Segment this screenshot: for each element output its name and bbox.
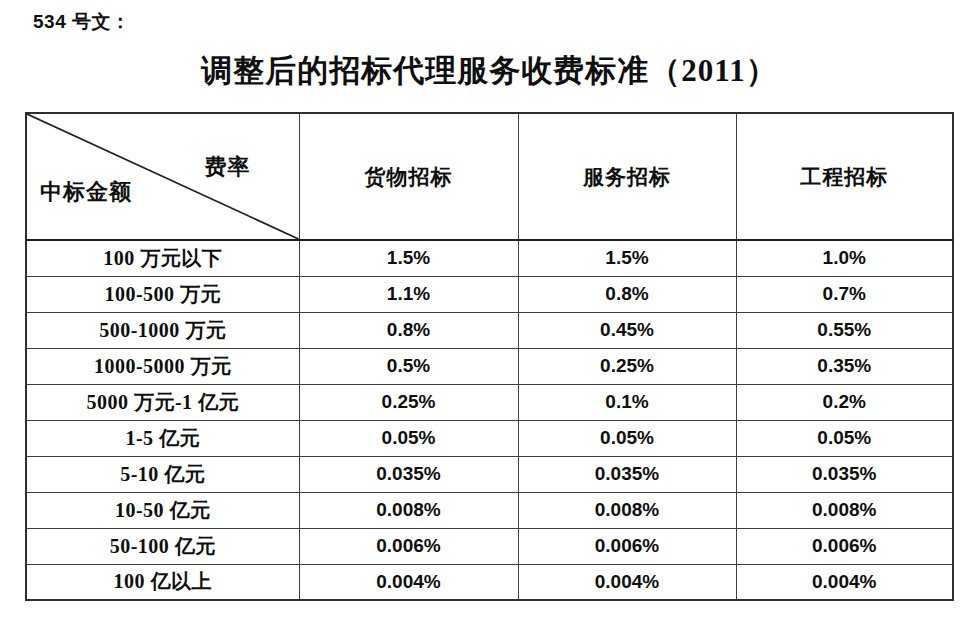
fee-service: 0.25% (518, 348, 736, 384)
amount-range-label: 1-5 亿元 (26, 420, 299, 456)
table-row: 500-1000 万元 0.8% 0.45% 0.55% (26, 312, 953, 348)
fee-works: 0.006% (736, 528, 953, 564)
table-row: 5-10 亿元 0.035% 0.035% 0.035% (26, 456, 953, 492)
column-header-goods: 货物招标 (299, 113, 518, 240)
fee-works: 0.55% (736, 312, 953, 348)
amount-range-label: 50-100 亿元 (26, 528, 299, 564)
fee-goods: 0.8% (299, 312, 518, 348)
fee-goods: 1.5% (299, 240, 518, 276)
document-page: { "doc_number": "534 号文：", "title": "调整后… (0, 0, 979, 629)
corner-label-amount: 中标金额 (40, 177, 132, 207)
amount-range-label: 100-500 万元 (26, 276, 299, 312)
table-row: 10-50 亿元 0.008% 0.008% 0.008% (26, 492, 953, 528)
fee-service: 0.008% (518, 492, 736, 528)
fee-goods: 0.05% (299, 420, 518, 456)
fee-service: 0.004% (518, 564, 736, 600)
table-row: 100-500 万元 1.1% 0.8% 0.7% (26, 276, 953, 312)
page-title: 调整后的招标代理服务收费标准（2011） (0, 50, 979, 92)
fee-service: 0.8% (518, 276, 736, 312)
amount-range-label: 10-50 亿元 (26, 492, 299, 528)
fee-goods: 0.035% (299, 456, 518, 492)
fee-service: 1.5% (518, 240, 736, 276)
amount-range-label: 5000 万元-1 亿元 (26, 384, 299, 420)
table-row: 5000 万元-1 亿元 0.25% 0.1% 0.2% (26, 384, 953, 420)
fee-works: 0.7% (736, 276, 953, 312)
table-row: 50-100 亿元 0.006% 0.006% 0.006% (26, 528, 953, 564)
table-row: 1000-5000 万元 0.5% 0.25% 0.35% (26, 348, 953, 384)
amount-range-label: 100 万元以下 (26, 240, 299, 276)
column-header-service: 服务招标 (518, 113, 736, 240)
fee-goods: 1.1% (299, 276, 518, 312)
fee-goods: 0.004% (299, 564, 518, 600)
fee-service: 0.45% (518, 312, 736, 348)
fee-service: 0.05% (518, 420, 736, 456)
fee-goods: 0.008% (299, 492, 518, 528)
fee-works: 0.008% (736, 492, 953, 528)
header-row: 费率 中标金额 货物招标 服务招标 工程招标 (26, 113, 953, 240)
fee-goods: 0.5% (299, 348, 518, 384)
diagonal-header-cell: 费率 中标金额 (26, 113, 299, 240)
fee-works: 0.05% (736, 420, 953, 456)
fee-rate-table: 费率 中标金额 货物招标 服务招标 工程招标 100 万元以下 1.5% 1.5… (25, 112, 954, 601)
table-row: 1-5 亿元 0.05% 0.05% 0.05% (26, 420, 953, 456)
amount-range-label: 100 亿以上 (26, 564, 299, 600)
fee-service: 0.006% (518, 528, 736, 564)
amount-range-label: 1000-5000 万元 (26, 348, 299, 384)
amount-range-label: 5-10 亿元 (26, 456, 299, 492)
column-header-works: 工程招标 (736, 113, 953, 240)
fee-works: 0.004% (736, 564, 953, 600)
fee-works: 1.0% (736, 240, 953, 276)
doc-number: 534 号文： (33, 9, 130, 35)
fee-goods: 0.25% (299, 384, 518, 420)
fee-service: 0.1% (518, 384, 736, 420)
fee-works: 0.035% (736, 456, 953, 492)
table-row: 100 万元以下 1.5% 1.5% 1.0% (26, 240, 953, 276)
fee-works: 0.35% (736, 348, 953, 384)
amount-range-label: 500-1000 万元 (26, 312, 299, 348)
fee-works: 0.2% (736, 384, 953, 420)
fee-goods: 0.006% (299, 528, 518, 564)
table-row: 100 亿以上 0.004% 0.004% 0.004% (26, 564, 953, 600)
fee-service: 0.035% (518, 456, 736, 492)
corner-label-rate: 费率 (205, 152, 251, 182)
